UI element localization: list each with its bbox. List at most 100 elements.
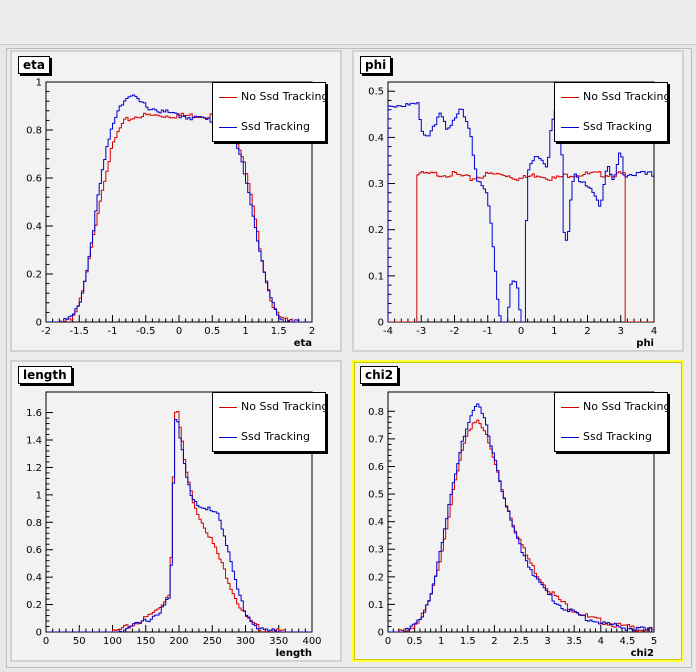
x-tick-label: 300	[236, 636, 255, 647]
x-tick-label: 0	[518, 326, 524, 337]
legend: No Ssd Tracking Ssd Tracking	[212, 392, 329, 452]
pad-chi2[interactable]: 0 0.5 1 1.5 2 2.5 3 3.5 4 4.5 5 0 0.1 0.2 0.3 0.4 0.5 0.6…	[352, 360, 684, 662]
legend-entry: Ssd Tracking	[555, 429, 667, 445]
series-line-ssd-tracking	[388, 102, 654, 322]
x-tick-label: 200	[169, 636, 188, 647]
y-tick-label: 0.5	[368, 490, 384, 501]
legend-label: No Ssd Tracking	[241, 90, 329, 103]
legend-label: Ssd Tracking	[241, 430, 310, 443]
legend-entry: No Ssd Tracking	[213, 89, 329, 105]
series-line-no-ssd-tracking	[388, 170, 654, 322]
toolbar-area	[0, 0, 696, 45]
legend-entry: No Ssd Tracking	[213, 399, 329, 415]
series-line-ssd-tracking	[46, 94, 312, 322]
y-tick-label: 0.8	[26, 518, 42, 529]
x-tick-label: 0.5	[407, 636, 423, 647]
x-axis-title: eta	[294, 338, 312, 349]
x-tick-label: -1	[108, 326, 118, 337]
x-tick-label: 3	[618, 326, 624, 337]
y-tick-label: 0.3	[368, 179, 384, 190]
x-tick-label: -1.5	[69, 326, 89, 337]
series-line-no-ssd-tracking	[46, 112, 312, 322]
x-tick-label: 1.5	[460, 636, 476, 647]
legend-swatch	[219, 127, 237, 128]
pad-phi[interactable]: -4 -3 -2 -1 0 1 2 3 4 0 0.1 0.2 0.3 0.4 0.5 phi phi No Ss…	[352, 50, 684, 352]
chart-svg: 0 0.5 1 1.5 2 2.5 3 3.5 4 4.5 5 0 0.1 0.2 0.3 0.4 0.5 0.6…	[368, 391, 657, 659]
x-tick-label: 150	[136, 636, 155, 647]
y-tick-label: 1.2	[26, 463, 42, 474]
x-tick-label: 2	[309, 326, 315, 337]
legend: No Ssd Tracking Ssd Tracking	[554, 392, 670, 452]
x-tick-label: 1	[551, 326, 557, 337]
x-tick-label: 2	[584, 326, 590, 337]
y-tick-label: 0.4	[26, 573, 42, 584]
legend: No Ssd Tracking Ssd Tracking	[554, 82, 670, 142]
legend-label: Ssd Tracking	[583, 120, 652, 133]
x-tick-label: 4.5	[619, 636, 635, 647]
y-tick-label: 0.2	[26, 600, 42, 611]
legend-entry: Ssd Tracking	[213, 429, 325, 445]
y-tick-label: 0.6	[26, 545, 42, 556]
x-tick-label: 1	[438, 636, 444, 647]
x-axis-title: length	[276, 648, 312, 659]
pad-title: phi	[360, 56, 392, 74]
x-tick-label: 50	[73, 636, 86, 647]
y-tick-label: 0.4	[368, 517, 384, 528]
y-tick-label: 0.2	[368, 225, 384, 236]
x-tick-label: 4	[651, 326, 657, 337]
x-tick-label: 0.5	[204, 326, 220, 337]
y-tick-label: 0.1	[368, 600, 384, 611]
legend-swatch	[561, 407, 579, 408]
x-tick-label: 0	[385, 636, 391, 647]
y-tick-label: 0.5	[368, 87, 384, 98]
x-axis-title: chi2	[631, 648, 654, 659]
pad-title: length	[18, 366, 72, 384]
series-line-ssd-tracking	[46, 419, 312, 632]
pad-eta[interactable]: -2 -1.5 -1 -0.5 0 0.5 1 1.5 2 0 0.2 0.4 0.6 0.8 1 eta et…	[10, 50, 342, 352]
x-tick-label: 1.5	[271, 326, 287, 337]
x-tick-label: 400	[302, 636, 321, 647]
x-tick-label: -4	[383, 326, 393, 337]
y-tick-label: 0.4	[26, 222, 42, 233]
y-tick-label: 1	[36, 78, 42, 89]
legend: No Ssd Tracking Ssd Tracking	[212, 82, 329, 142]
y-tick-label: 0	[378, 628, 384, 639]
series-line-ssd-tracking	[388, 403, 654, 632]
y-tick-label: 1	[36, 490, 42, 501]
chart-svg: 0 50 100 150 200 250 300 350 400 0 0.2 0.4 0.6 0.8 1 1.…	[26, 391, 322, 659]
legend-swatch	[219, 97, 237, 98]
legend-swatch	[219, 437, 237, 438]
y-tick-label: 0.6	[26, 174, 42, 185]
y-tick-label: 0.4	[368, 133, 384, 144]
y-tick-label: 0.2	[368, 572, 384, 583]
x-tick-label: 2.5	[513, 636, 529, 647]
x-tick-label: 5	[651, 636, 657, 647]
x-tick-label: -3	[416, 326, 426, 337]
pad-title: eta	[18, 56, 50, 74]
y-tick-label: 0.6	[368, 462, 384, 473]
y-tick-label: 1.4	[26, 436, 42, 447]
legend-label: No Ssd Tracking	[241, 400, 329, 413]
x-tick-label: 4	[598, 636, 604, 647]
y-tick-label: 0.8	[26, 126, 42, 137]
legend-swatch	[219, 407, 237, 408]
x-tick-label: 250	[203, 636, 222, 647]
y-tick-label: 0	[36, 318, 42, 329]
y-tick-label: 1.6	[26, 408, 42, 419]
legend-entry: No Ssd Tracking	[555, 399, 670, 415]
legend-label: Ssd Tracking	[241, 120, 310, 133]
y-tick-label: 0.8	[368, 407, 384, 418]
chart-svg: -4 -3 -2 -1 0 1 2 3 4 0 0.1 0.2 0.3 0.4 0.5 phi	[368, 81, 657, 349]
pad-length[interactable]: 0 50 100 150 200 250 300 350 400 0 0.2 0.4 0.6 0.8 1 1.…	[10, 360, 342, 662]
x-tick-label: 3	[544, 636, 550, 647]
legend-entry: Ssd Tracking	[555, 119, 667, 135]
x-tick-label: 0	[176, 326, 182, 337]
x-tick-label: 350	[269, 636, 288, 647]
y-tick-label: 0.7	[368, 434, 384, 445]
legend-entry: Ssd Tracking	[213, 119, 325, 135]
x-tick-label: 0	[43, 636, 49, 647]
legend-label: Ssd Tracking	[583, 430, 652, 443]
pad-title: chi2	[360, 366, 399, 384]
x-tick-label: 3.5	[566, 636, 582, 647]
